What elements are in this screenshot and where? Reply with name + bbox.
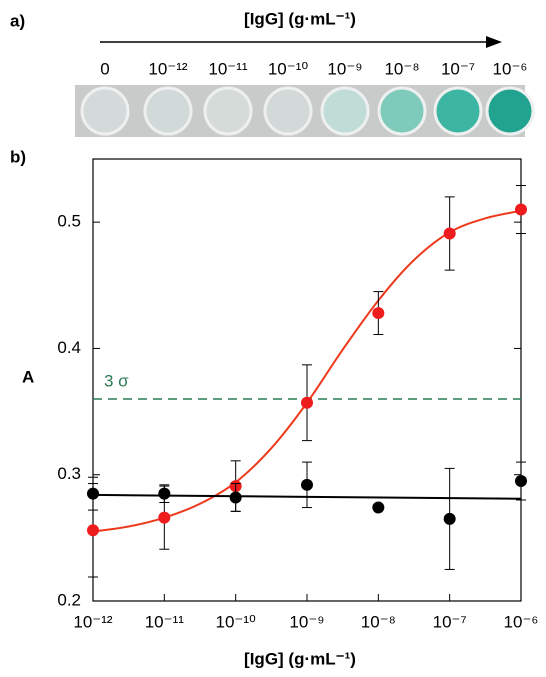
well-label: 10⁻⁷ [441, 59, 475, 78]
wells [80, 86, 535, 136]
y-tick-label: 0.5 [57, 212, 81, 231]
data-point [301, 478, 313, 491]
x-tick-label: 10⁻¹² [73, 612, 113, 631]
x-tick-label: 10⁻⁶ [504, 612, 539, 631]
y-tick-label: 0.2 [57, 590, 81, 609]
data-point [158, 511, 171, 524]
x-tick-label: 10⁻⁷ [433, 612, 467, 631]
arrow-head [486, 36, 502, 48]
data-point [515, 203, 527, 216]
well-label: 10⁻¹⁰ [268, 59, 309, 78]
panel-label: b) [10, 147, 26, 166]
data-point [372, 501, 385, 514]
well-label: 0 [100, 59, 109, 78]
well-label: 10⁻¹² [148, 59, 188, 78]
well-label: 10⁻⁹ [327, 59, 362, 78]
well-label: 10⁻⁸ [384, 59, 419, 78]
data-point [229, 491, 242, 504]
data-point [372, 307, 385, 320]
data-point [87, 487, 99, 500]
data-point [443, 227, 456, 240]
x-tick-label: 10⁻¹⁰ [215, 612, 256, 631]
data-point [443, 512, 456, 525]
x-axis-title: [IgG] (g·mL⁻¹) [244, 649, 356, 668]
x-tick-label: 10⁻⁹ [289, 612, 324, 631]
y-tick-label: 0.3 [57, 464, 81, 483]
well-label: 10⁻¹¹ [208, 59, 248, 78]
x-tick-label: 10⁻¹¹ [145, 612, 185, 631]
panel-title: [IgG] (g·mL⁻¹) [244, 9, 356, 28]
data-point [301, 396, 313, 409]
threshold-label: 3 σ [104, 371, 129, 390]
well-label: 10⁻⁶ [493, 59, 528, 78]
panel-label: a) [10, 11, 25, 30]
x-tick-label: 10⁻⁸ [361, 612, 396, 631]
y-axis-title: A [22, 367, 34, 386]
data-point [515, 475, 527, 488]
data-point [158, 487, 171, 500]
y-tick-label: 0.4 [57, 338, 81, 357]
data-point [87, 524, 99, 537]
